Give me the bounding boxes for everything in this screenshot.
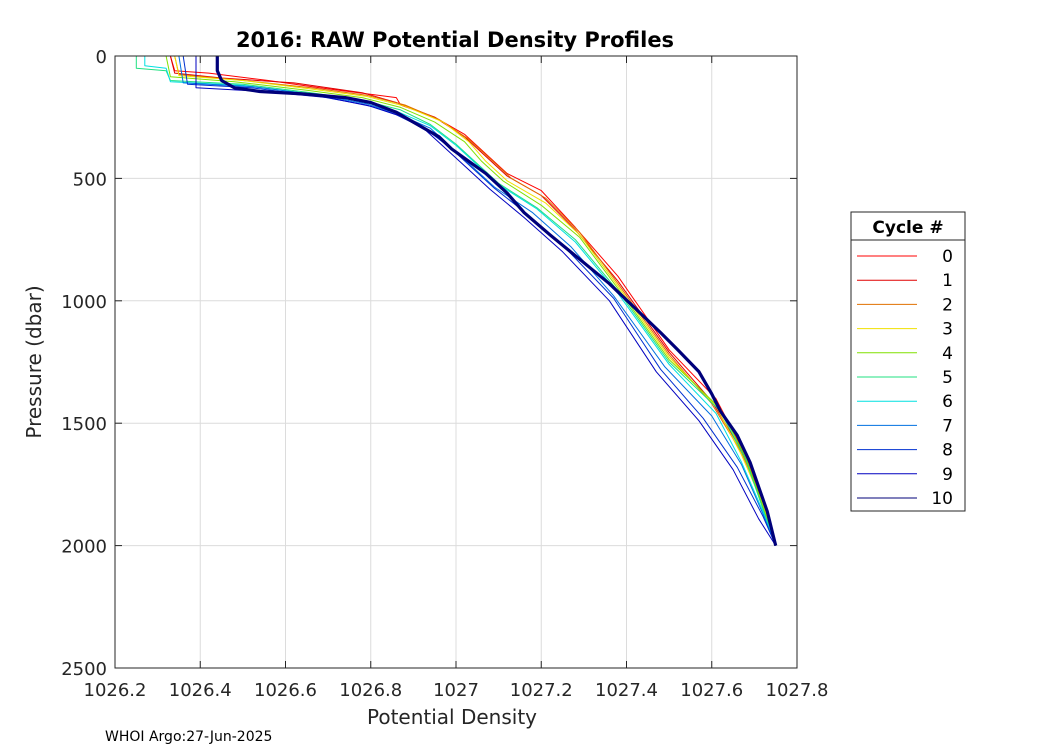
legend-box	[850, 211, 966, 512]
x-tick-label: 1026.4	[169, 680, 232, 701]
legend-title: Cycle #	[872, 218, 943, 238]
series-line-cycle-1	[169, 55, 777, 546]
y-tick-label: 2000	[61, 537, 107, 558]
y-tick-label: 2500	[61, 659, 107, 680]
series-line-cycle-10	[215, 56, 778, 546]
legend-items: 0 1 2 3 4 5 6 7 8 9 10	[857, 247, 953, 509]
series-line-cycle-0	[169, 55, 777, 546]
x-tick-label: 1026.6	[254, 680, 317, 701]
legend-label-cycle-6: 6	[942, 392, 953, 412]
x-tick-label: 1027.8	[766, 680, 829, 701]
legend-label-cycle-5: 5	[942, 368, 953, 388]
x-axis-label: Potential Density	[367, 705, 537, 729]
x-tick-label: 1027	[433, 680, 479, 701]
legend-label-cycle-1: 1	[942, 271, 953, 291]
y-axis-label: Pressure (dbar)	[22, 285, 46, 438]
footer-credit: WHOI Argo:27-Jun-2025	[105, 729, 272, 745]
chart-title: 2016: RAW Potential Density Profiles	[236, 28, 674, 52]
y-tick-label: 500	[73, 169, 107, 190]
legend-label-cycle-10: 10	[931, 489, 953, 509]
y-tick-label: 0	[96, 47, 107, 68]
series-layer	[135, 55, 778, 546]
x-tick-label: 1027.2	[510, 680, 573, 701]
legend-label-cycle-7: 7	[942, 416, 953, 436]
y-tick-label: 1000	[61, 292, 107, 313]
legend-label-cycle-4: 4	[942, 344, 953, 364]
legend-label-cycle-9: 9	[942, 465, 953, 485]
legend: Cycle # 0 1 2 3 4 5 6 7 8 9 10	[850, 211, 966, 512]
legend-label-cycle-2: 2	[942, 295, 953, 315]
y-tick-label: 1500	[61, 414, 107, 435]
axis-ticks: 1026.2 1026.4 1026.6 1026.8 1027 1027.2 1027.4…	[61, 47, 828, 701]
series-line-cycle-6	[144, 56, 777, 546]
x-tick-label: 1027.6	[680, 680, 743, 701]
x-tick-label: 1026.2	[84, 680, 147, 701]
x-tick-label: 1026.8	[339, 680, 402, 701]
series-line-cycle-3	[174, 55, 777, 546]
legend-label-cycle-3: 3	[942, 320, 953, 340]
legend-label-cycle-8: 8	[942, 441, 953, 461]
series-line-cycle-2	[174, 55, 777, 546]
legend-label-cycle-0: 0	[942, 247, 953, 267]
x-tick-label: 1027.4	[595, 680, 658, 701]
